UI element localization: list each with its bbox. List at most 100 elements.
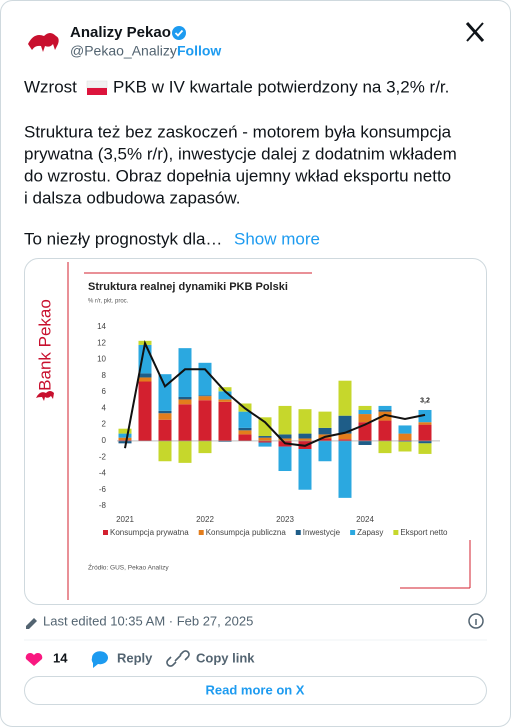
show-more[interactable]: Show more <box>234 229 320 248</box>
bar-segment <box>218 399 232 402</box>
read-more-button[interactable] <box>24 676 487 705</box>
bar-segment <box>278 434 292 439</box>
bar-segment <box>318 440 332 462</box>
separator: · <box>169 43 174 59</box>
bar-segment <box>418 440 432 444</box>
logo <box>28 33 59 52</box>
bar-segment <box>158 410 172 414</box>
legend-label: Konsumpcja publiczna <box>206 528 287 537</box>
badge-check <box>174 29 184 37</box>
bar-segment <box>118 440 132 441</box>
link-icon[interactable] <box>166 650 190 667</box>
bar-segment <box>418 424 432 441</box>
bar-segment <box>118 433 132 438</box>
bar-segment <box>178 399 192 405</box>
avatar[interactable] <box>28 33 59 52</box>
bar-segment <box>138 373 152 378</box>
like-icon[interactable] <box>25 652 43 666</box>
x-logo[interactable] <box>465 22 485 42</box>
legend-swatch <box>103 530 108 535</box>
bar-segment <box>418 422 432 425</box>
bar-segment <box>318 411 332 428</box>
bar-segment <box>338 380 352 416</box>
image-frame[interactable] <box>24 258 487 605</box>
brand: Bank Pekao <box>35 299 54 391</box>
legend-swatch <box>393 530 399 535</box>
bar-segment <box>398 440 412 442</box>
y-tick-label: 14 <box>97 322 106 331</box>
bar-segment <box>198 440 212 454</box>
read-more-label[interactable]: Read more on X <box>206 682 305 697</box>
bar-segment <box>218 391 232 400</box>
bar-segment <box>378 405 392 410</box>
legend-label: Konsumpcja prywatna <box>110 528 189 537</box>
bar-segment <box>278 446 292 472</box>
bar-segment <box>138 381 152 441</box>
y-tick-label: 12 <box>97 338 106 347</box>
post-text: PKB w IV kwartale potwierdzony na 3,2% r… <box>113 77 449 96</box>
bar-segment <box>278 438 292 441</box>
author-handle[interactable]: @Pekao_Analizy <box>70 43 177 59</box>
follow-button[interactable]: Follow <box>177 43 221 59</box>
info-icon[interactable] <box>468 613 484 629</box>
bar-segment <box>198 395 212 397</box>
bar-segment <box>118 428 132 434</box>
reply-icon[interactable] <box>91 651 108 668</box>
y-tick-label: -4 <box>99 469 107 478</box>
bar-segment <box>378 409 392 412</box>
bar-segment <box>358 414 372 423</box>
y-tick-label: 0 <box>102 436 107 445</box>
bar-segment <box>298 449 312 490</box>
bar-segment <box>118 440 132 444</box>
y-tick-label: -2 <box>99 452 107 461</box>
y-tick-label: 4 <box>102 403 107 412</box>
verified-badge <box>172 26 186 40</box>
bar-segment <box>298 409 312 434</box>
bar-segment <box>158 440 172 462</box>
bar-segment <box>258 417 272 437</box>
source: Źródło: GUS, Pekao Analizy <box>88 563 169 572</box>
bar-segment <box>258 442 272 447</box>
bar-segment <box>118 437 132 441</box>
bar-segment <box>378 440 392 454</box>
bar-segment <box>258 436 272 438</box>
bar-segment <box>358 405 372 410</box>
bar-segment <box>318 438 332 441</box>
bar-segment <box>378 411 392 421</box>
bar-segment <box>338 439 352 441</box>
bar-segment <box>418 443 432 454</box>
copy-link[interactable]: Copy link <box>196 650 255 665</box>
reply[interactable]: Reply <box>117 650 153 665</box>
author-name[interactable]: Analizy Pekao <box>70 24 171 41</box>
post-text: do wzrostu. Obraz dopełnia ujemny wkład … <box>24 166 451 185</box>
bar-segment <box>158 419 172 441</box>
bar-segment <box>238 411 252 428</box>
bar-segment <box>158 413 172 420</box>
bar-segment <box>238 434 252 441</box>
like-count: 14 <box>53 650 68 665</box>
bar-segment <box>318 427 332 435</box>
chart-subtitle: % r/r, pkt. proc. <box>88 299 129 305</box>
bar-segment <box>358 409 372 415</box>
bar-segment <box>158 374 172 411</box>
bar-segment <box>338 433 352 440</box>
chart-title: Struktura realnej dynamiki PKB Polski <box>88 281 288 293</box>
y-tick-label: -6 <box>99 485 107 494</box>
flag <box>86 80 108 95</box>
bar-segment <box>398 440 412 441</box>
legend-label: Inwestycje <box>303 528 341 537</box>
y-tick-label: 10 <box>97 355 106 364</box>
y-tick-label: 6 <box>102 387 107 396</box>
gdp-line <box>124 340 426 449</box>
legend-swatch <box>198 530 204 535</box>
bar-segment <box>398 425 412 434</box>
legend-label: Zapasy <box>357 528 383 537</box>
post-text: Wzrost <box>24 77 77 96</box>
bar-segment <box>218 387 232 392</box>
bar-segment <box>378 420 392 441</box>
bar-segment <box>198 362 212 396</box>
bar-segment <box>418 409 432 423</box>
edited-time[interactable]: Last edited 10:35 AM · Feb 27, 2025 <box>43 613 253 628</box>
